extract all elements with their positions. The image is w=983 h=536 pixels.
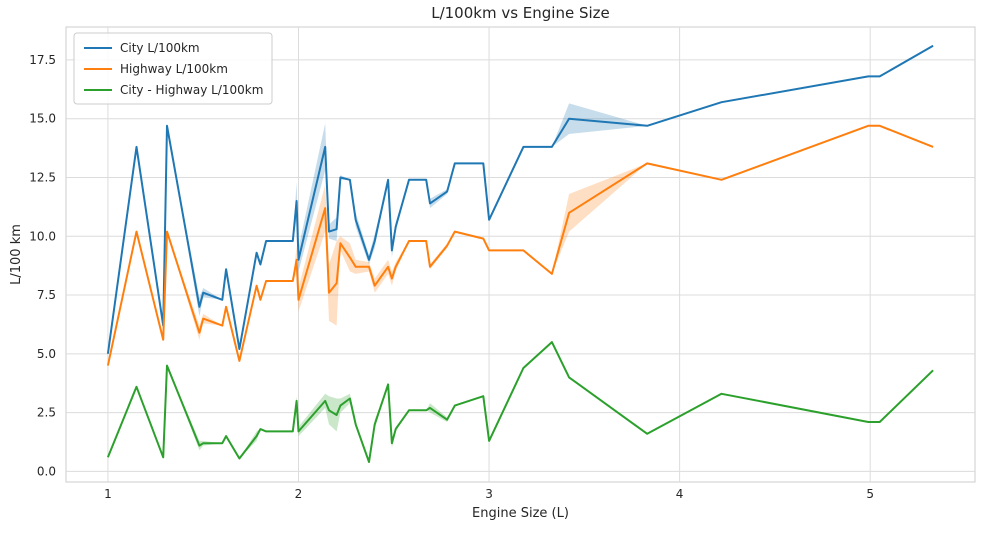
- y-tick-label: 15.0: [29, 112, 56, 126]
- city-l-100km-line: [106, 44, 934, 354]
- x-tick-label: 5: [866, 487, 874, 501]
- chart-title: L/100km vs Engine Size: [431, 4, 610, 22]
- y-tick-label: 7.5: [37, 288, 56, 302]
- tick-labels: 1 2 3 4 5 0.0 2.5 5.0 7.5 10.0 12.5 15.0 17.5: [29, 53, 874, 501]
- legend-label-city-l-100km: City L/100km: [120, 41, 200, 55]
- legend-label-city-highway-l-100km: City - Highway L/100km: [120, 83, 263, 97]
- city-highway-l-100km-line: [106, 341, 934, 463]
- legend-box: [73, 32, 273, 105]
- y-axis-label: L/100 km: [9, 224, 24, 285]
- highway-l-100km-line: [106, 124, 934, 366]
- x-tick-label: 3: [485, 487, 493, 501]
- legend: City L/100km Highway L/100km City - Highwa…: [73, 32, 273, 105]
- x-tick-label: 1: [104, 487, 112, 501]
- y-tick-label: 12.5: [29, 170, 56, 184]
- y-tick-label: 10.0: [29, 229, 56, 243]
- y-tick-label: 2.5: [37, 406, 56, 420]
- legend-label-highway-l-100km: Highway L/100km: [120, 62, 228, 76]
- x-tick-label: 2: [295, 487, 303, 501]
- y-tick-label: 17.5: [29, 53, 56, 67]
- grid-lines: [66, 27, 975, 482]
- y-tick-label: 5.0: [37, 347, 56, 361]
- x-axis-label: Engine Size (L): [472, 506, 569, 521]
- series-lines: [106, 44, 934, 463]
- y-tick-label: 0.0: [37, 464, 56, 478]
- x-tick-label: 4: [676, 487, 684, 501]
